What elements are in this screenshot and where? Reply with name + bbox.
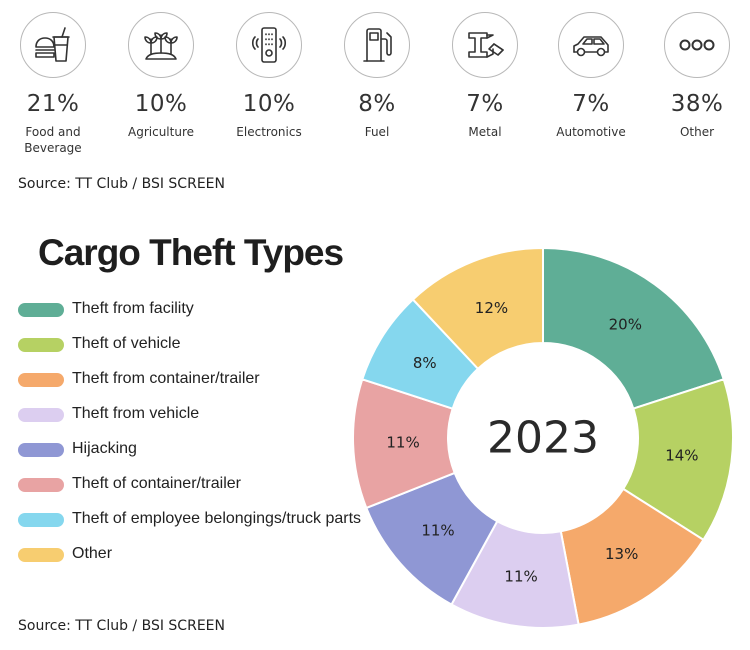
legend-label: Theft from container/trailer [72, 370, 260, 387]
category-food-beverage: 21% Food and Beverage [0, 12, 106, 156]
category-metal: 7% Metal [432, 12, 538, 140]
donut-center-label: 2023 [487, 413, 599, 464]
legend-swatch [18, 408, 64, 422]
category-percent: 7% [572, 91, 610, 117]
legend-label: Theft of container/trailer [72, 475, 241, 492]
source-note-bottom: Source: TT Club / BSI SCREEN [18, 618, 225, 634]
category-percent: 21% [26, 91, 80, 117]
category-agriculture: 10% Agriculture [108, 12, 214, 140]
legend-swatch [18, 338, 64, 352]
metal-icon [452, 12, 518, 78]
category-other: 38% Other [644, 12, 750, 140]
legend-label: Theft of employee belongings/truck parts [72, 510, 362, 527]
category-percent: 10% [242, 91, 296, 117]
chart-title: Cargo Theft Types [38, 232, 344, 273]
slice-percent-label: 14% [665, 447, 698, 465]
category-label: Food and Beverage [24, 125, 82, 155]
category-electronics: 10% Electronics [216, 12, 322, 140]
category-label: Electronics [236, 125, 302, 139]
category-label: Fuel [364, 125, 390, 139]
legend-label: Theft from facility [72, 300, 194, 317]
electronics-icon [236, 12, 302, 78]
legend-swatch [18, 373, 64, 387]
other-icon [664, 12, 730, 78]
source-note-top: Source: TT Club / BSI SCREEN [18, 176, 225, 192]
cargo-category-row: 21% Food and Beverage 10% Agriculture 10… [0, 0, 750, 170]
slice-percent-label: 12% [475, 299, 508, 317]
slice-percent-label: 13% [605, 545, 638, 563]
slice-percent-label: 11% [504, 567, 537, 585]
legend-label: Other [72, 545, 113, 562]
food-beverage-icon [20, 12, 86, 78]
slice-percent-label: 20% [609, 316, 642, 334]
agriculture-icon [128, 12, 194, 78]
category-percent: 8% [358, 91, 396, 117]
legend-label: Theft from vehicle [72, 405, 200, 422]
legend-label: Theft of vehicle [72, 335, 181, 352]
legend-swatch [18, 513, 64, 527]
category-label: Metal [468, 125, 502, 139]
fuel-icon [344, 12, 410, 78]
category-automotive: 7% Automotive [538, 12, 644, 140]
slice-percent-label: 8% [413, 354, 437, 372]
category-label: Automotive [556, 125, 626, 139]
legend-swatch [18, 548, 64, 562]
legend-swatch [18, 303, 64, 317]
legend-label: Hijacking [72, 440, 137, 457]
donut-hole [448, 343, 638, 533]
category-label: Agriculture [128, 125, 194, 139]
category-percent: 38% [670, 91, 724, 117]
legend-swatch [18, 478, 64, 492]
automotive-icon [558, 12, 624, 78]
legend-swatch [18, 443, 64, 457]
category-label: Other [679, 125, 715, 139]
donut-chart: 20% 14% 13% 11% 11% 11% 8% 12% 2023 [352, 246, 734, 629]
slice-percent-label: 11% [421, 522, 454, 540]
category-percent: 10% [134, 91, 188, 117]
category-percent: 7% [466, 91, 504, 117]
slice-percent-label: 11% [386, 433, 419, 451]
category-fuel: 8% Fuel [324, 12, 430, 140]
